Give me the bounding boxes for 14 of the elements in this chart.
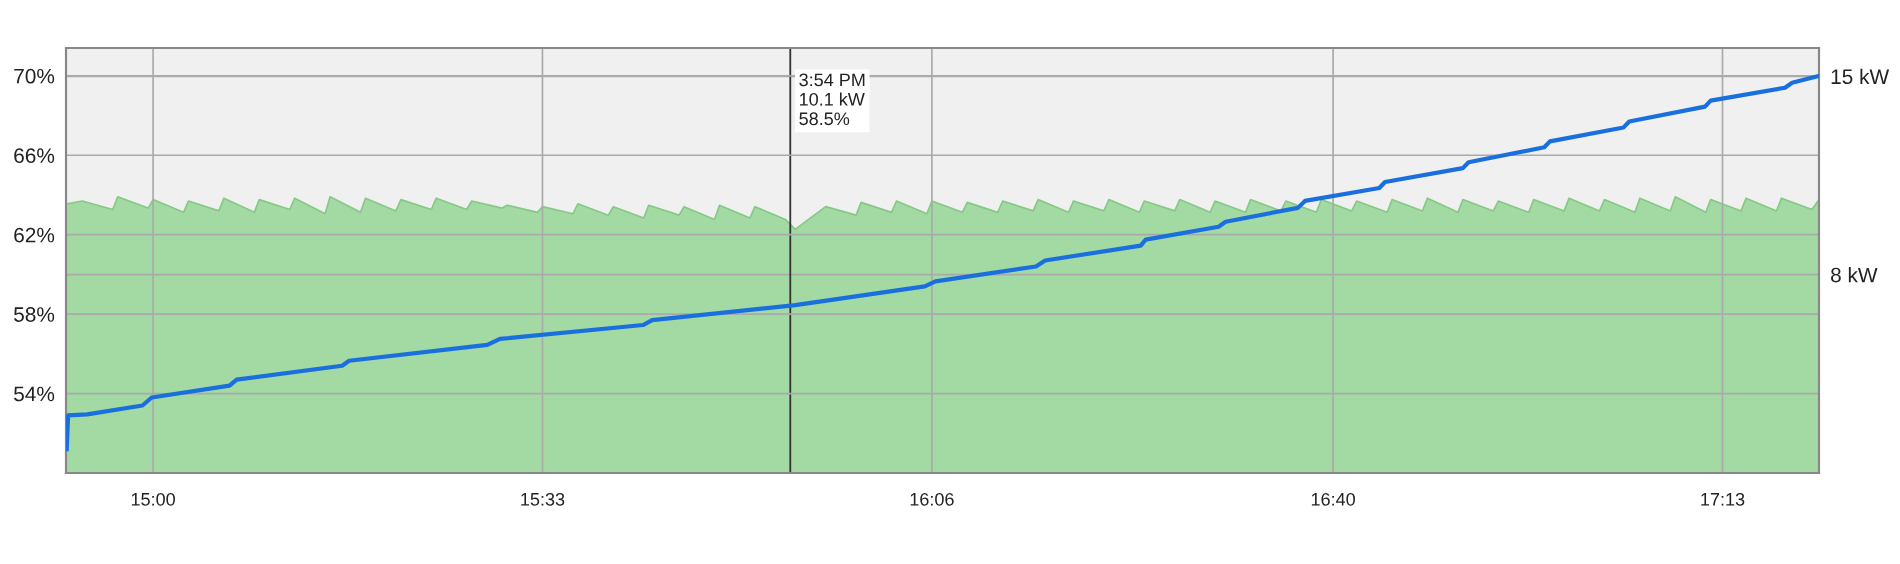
x-tick-label: 16:06 (910, 492, 954, 506)
y2-tick-label: 15 kW (1831, 68, 1890, 85)
y-tick-label: 58% (14, 307, 55, 322)
y2-tick-label: 8 kW (1831, 267, 1878, 283)
line-series (66, 73, 1819, 452)
y-tick-label: 54% (14, 386, 55, 402)
y-tick-label: 70% (14, 68, 55, 84)
x-tick-label: 16:40 (1311, 492, 1355, 506)
annotation: 3:54 PM 10.1 kW 58.5% (799, 73, 865, 126)
x-tick-label: 15:33 (521, 492, 565, 506)
y-tick-label: 62% (14, 227, 55, 243)
x-tick-label: 15:00 (131, 492, 175, 506)
y-tick-label: 66% (14, 148, 55, 163)
x-tick-label: 17:13 (1701, 492, 1745, 506)
